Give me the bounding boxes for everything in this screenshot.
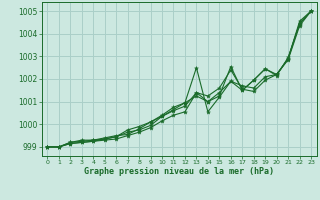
X-axis label: Graphe pression niveau de la mer (hPa): Graphe pression niveau de la mer (hPa)	[84, 167, 274, 176]
